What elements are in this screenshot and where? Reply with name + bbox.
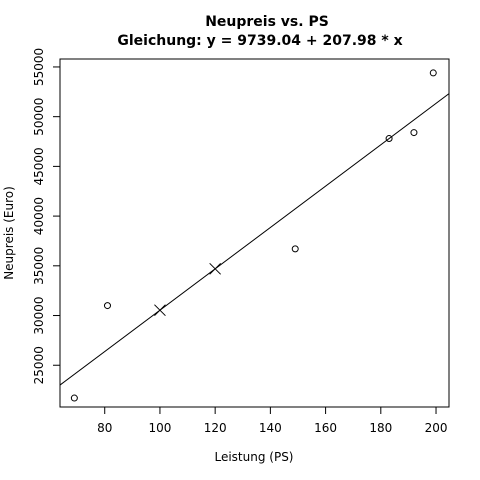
y-tick-label: 40000 [32, 197, 46, 235]
chart-subtitle: Gleichung: y = 9739.04 + 207.98 * x [117, 33, 402, 49]
y-axis-label: Neupreis (Euro) [2, 186, 16, 280]
y-tick-label: 35000 [32, 247, 46, 285]
y-tick-label: 50000 [32, 98, 46, 136]
data-point [71, 395, 77, 401]
prediction-marker [210, 263, 221, 274]
prediction-marker [154, 305, 165, 316]
plot-frame [60, 59, 449, 407]
x-tick-label: 160 [314, 421, 337, 435]
y-axis: 25000 30000 35000 40000 45000 50000 55000 [32, 48, 60, 384]
regression-line-group [60, 94, 449, 385]
y-tick-label: 45000 [32, 147, 46, 185]
x-tick-label: 100 [148, 421, 171, 435]
x-tick-label: 80 [97, 421, 112, 435]
x-tick-label: 200 [425, 421, 448, 435]
chart-title: Neupreis vs. PS [205, 14, 329, 30]
y-tick-label: 30000 [32, 296, 46, 334]
regression-line [60, 94, 449, 385]
x-axis: 80 100 120 140 160 180 200 [97, 407, 447, 435]
data-point [430, 70, 436, 76]
data-point [104, 303, 110, 309]
y-tick-label: 55000 [32, 48, 46, 86]
x-tick-label: 180 [369, 421, 392, 435]
data-points [71, 70, 436, 401]
x-tick-label: 120 [204, 421, 227, 435]
x-axis-label: Leistung (PS) [214, 450, 293, 464]
y-tick-label: 25000 [32, 346, 46, 384]
data-point [292, 246, 298, 252]
x-tick-label: 140 [259, 421, 282, 435]
data-point [411, 130, 417, 136]
